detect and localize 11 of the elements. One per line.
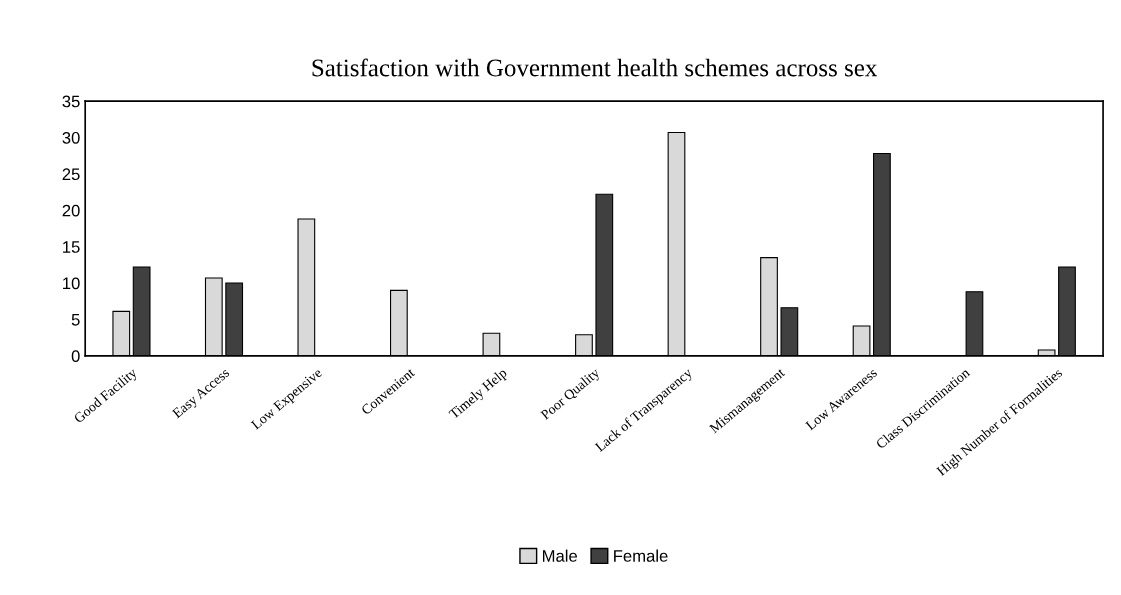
legend-label: Male	[542, 549, 577, 562]
legend-label: Female	[614, 549, 668, 562]
y-tick-label: 10	[63, 277, 80, 290]
y-tick-label: 15	[63, 241, 80, 253]
y-tick-label: 30	[62, 131, 80, 144]
y-tick-label: 0	[71, 350, 80, 363]
y-tick-label: 35	[62, 95, 80, 108]
y-tick-label: 5	[71, 314, 80, 326]
y-tick-label: 25	[62, 168, 80, 181]
y-tick-label: 20	[62, 204, 80, 217]
chart-title: Satisfaction with Government health schemes across sex	[312, 58, 878, 77]
